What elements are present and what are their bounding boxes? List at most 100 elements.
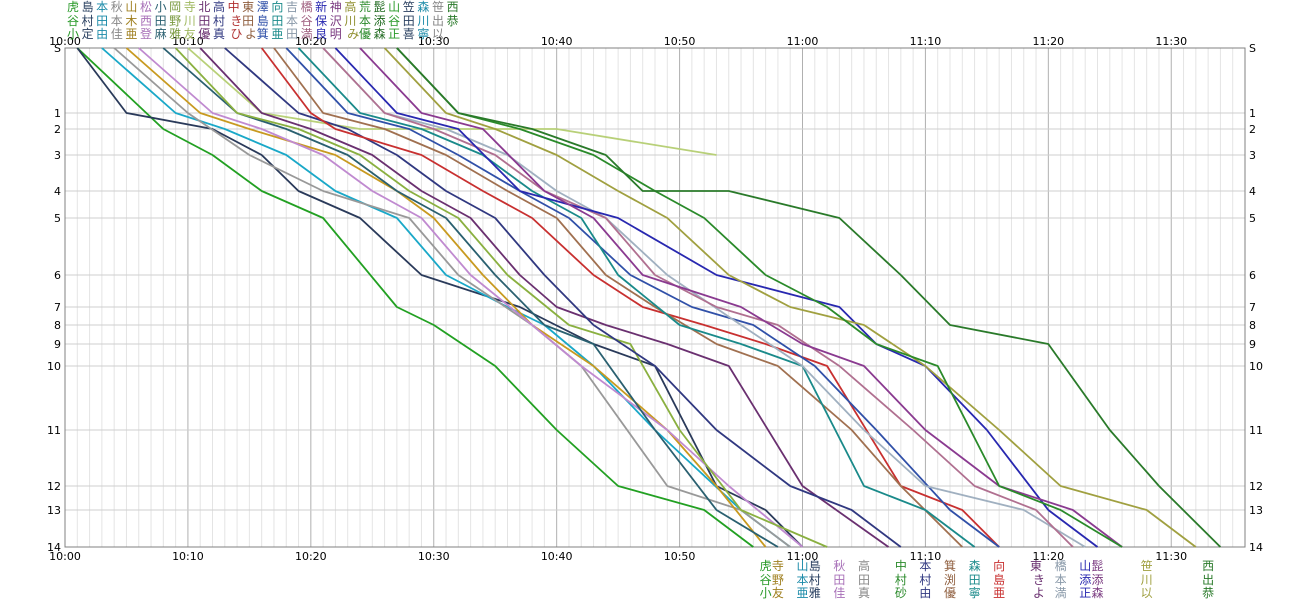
footer-finisher-column: 橋 本 満 (1054, 559, 1067, 601)
footer-finisher-column: 山 添 正 (1079, 559, 1092, 601)
x-tick-label-bottom: 11:20 (1032, 550, 1064, 563)
footer-finisher-column: 高 田 真 (857, 559, 870, 601)
y-tick-label-left: 10 (47, 360, 61, 373)
y-tick-label-right: 2 (1249, 123, 1256, 136)
y-tick-label-left: S (54, 42, 61, 55)
x-tick-label-top: 10:00 (49, 35, 81, 48)
series-line-6 (162, 47, 779, 548)
series-line-21 (396, 47, 1222, 548)
series-line-4 (125, 47, 767, 548)
series-line-11 (260, 47, 1000, 548)
header-runner-column: 島 村 定 (81, 0, 94, 42)
x-tick-label-bottom: 10:10 (172, 550, 204, 563)
header-runner-column: 向 田 亜 (271, 0, 284, 42)
y-tick-label-left: 8 (54, 319, 61, 332)
y-tick-label-right: 5 (1249, 212, 1256, 225)
series-line-7 (174, 47, 828, 548)
x-tick-label-top: 11:30 (1155, 35, 1187, 48)
y-tick-label-left: 6 (54, 269, 61, 282)
y-tick-label-right: 13 (1249, 504, 1263, 517)
y-tick-label-right: 10 (1249, 360, 1263, 373)
series-line-13 (285, 47, 1000, 548)
series-line-20 (396, 47, 1123, 548)
x-tick-label-top: 10:10 (172, 35, 204, 48)
plot-frame (64, 47, 1246, 548)
header-runner-column: 西 恭 (446, 0, 459, 28)
y-tick-label-left: 13 (47, 504, 61, 517)
header-runner-column: 笹 出 以 (431, 0, 444, 42)
y-tick-label-left: 4 (54, 185, 61, 198)
x-tick-label-bottom: 10:30 (418, 550, 450, 563)
y-tick-label-right: 11 (1249, 424, 1263, 437)
x-tick-label-bottom: 11:10 (910, 550, 942, 563)
header-runner-column: 東 田 よ (242, 0, 258, 42)
series-line-16 (322, 47, 1074, 548)
footer-finisher-column: 笹 川 以 (1140, 559, 1153, 601)
y-tick-label-right: 14 (1249, 541, 1263, 554)
series-line-17 (334, 47, 1099, 548)
footer-finisher-column: 島 村 雅 (808, 559, 821, 601)
x-tick-label-top: 11:10 (910, 35, 942, 48)
header-runner-column: 寺 川 友 (183, 0, 196, 42)
header-runner-column: 岡 野 雅 (169, 0, 182, 42)
y-tick-label-left: 2 (54, 123, 61, 136)
series-line-14 (297, 47, 976, 548)
x-tick-label-top: 11:20 (1032, 35, 1064, 48)
x-tick-label-bottom: 10:50 (664, 550, 696, 563)
footer-finisher-column: 本 村 由 (919, 559, 932, 601)
x-tick-label-bottom: 10:00 (49, 550, 81, 563)
header-runner-column: 小 田 麻 (154, 0, 167, 42)
footer-finisher-column: 山 本 亜 (796, 559, 809, 601)
header-runner-column: 荒 本 優 (358, 0, 371, 42)
header-runner-column: 中 き ひ (227, 0, 243, 42)
header-runner-column: 虎 谷 小 (66, 0, 79, 42)
y-tick-label-left: 7 (54, 301, 61, 314)
header-runner-column: 高 村 真 (212, 0, 225, 42)
header-runner-column: 澤 島 箕 (256, 0, 269, 42)
y-tick-label-right: 7 (1249, 301, 1256, 314)
header-runner-column: 山 谷 正 (388, 0, 401, 42)
footer-finisher-column: 西 出 恭 (1202, 559, 1215, 601)
y-tick-label-right: 6 (1249, 269, 1256, 282)
y-tick-label-left: 14 (47, 541, 61, 554)
x-tick-label-top: 10:20 (295, 35, 327, 48)
series-line-5 (138, 47, 804, 548)
footer-finisher-column: 東 き よ (1030, 559, 1045, 601)
series-line-0 (76, 47, 754, 548)
header-runner-column: 笠 田 喜 (402, 0, 415, 42)
x-tick-label-top: 10:50 (664, 35, 696, 48)
header-runner-column: 神 沢 明 (329, 0, 342, 42)
series-line-3 (113, 47, 791, 548)
x-tick-label-top: 10:40 (541, 35, 573, 48)
x-tick-label-top: 11:00 (787, 35, 819, 48)
y-tick-label-left: 3 (54, 149, 61, 162)
y-tick-label-right: 3 (1249, 149, 1256, 162)
x-tick-label-bottom: 11:30 (1155, 550, 1187, 563)
y-tick-label-left: 9 (54, 338, 61, 351)
series-line-12 (273, 47, 963, 548)
series-line-8 (187, 47, 717, 156)
header-runner-column: 森 川 寧 (417, 0, 430, 42)
x-tick-label-top: 10:30 (418, 35, 450, 48)
header-runner-column: 山 木 亜 (125, 0, 138, 42)
header-runner-column: 吉 本 田 (285, 0, 298, 42)
y-tick-label-left: 12 (47, 480, 61, 493)
y-tick-label-right: 12 (1249, 480, 1263, 493)
footer-finisher-column: 森 田 寧 (968, 559, 981, 601)
header-runner-column: 髭 添 森 (373, 0, 386, 42)
footer-finisher-column: 秋 田 佳 (833, 559, 846, 601)
y-tick-label-left: 11 (47, 424, 61, 437)
header-runner-column: 高 川 み (344, 0, 360, 42)
footer-finisher-column: 中 村 砂 (894, 559, 907, 601)
x-tick-label-bottom: 10:20 (295, 550, 327, 563)
y-tick-label-left: 5 (54, 212, 61, 225)
footer-finisher-column: 髭 添 森 (1091, 559, 1104, 601)
y-tick-label-right: 8 (1249, 319, 1256, 332)
header-runner-column: 橋 谷 満 (300, 0, 313, 42)
header-runner-column: 秋 本 佳 (110, 0, 123, 42)
footer-finisher-column: 箕 渕 優 (943, 559, 956, 601)
y-tick-label-left: 1 (54, 107, 61, 120)
footer-finisher-column: 寺 野 友 (771, 559, 784, 601)
footer-finisher-column: 向 島 亜 (993, 559, 1006, 601)
